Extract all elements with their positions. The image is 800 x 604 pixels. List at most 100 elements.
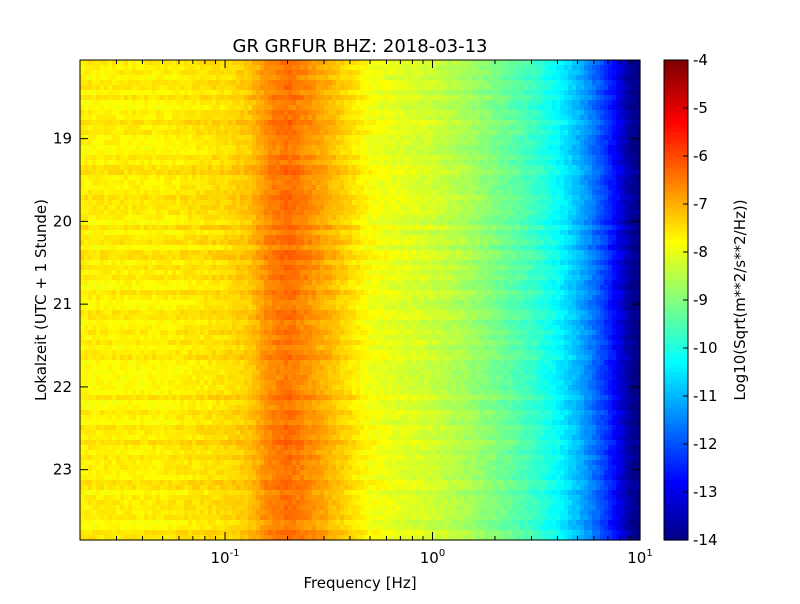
heatmap-cell — [620, 65, 625, 71]
heatmap-cell — [288, 70, 293, 76]
heatmap-cell — [488, 230, 493, 236]
heatmap-cell — [468, 105, 473, 111]
heatmap-cell — [156, 135, 161, 141]
heatmap-cell — [288, 190, 293, 196]
heatmap-cell — [452, 125, 457, 131]
heatmap-cell — [120, 95, 125, 101]
heatmap-cell — [204, 125, 209, 131]
heatmap-cell — [420, 125, 425, 131]
heatmap-cell — [416, 80, 421, 86]
heatmap-cell — [444, 170, 449, 176]
heatmap-cell — [608, 80, 613, 86]
heatmap-cell — [440, 115, 445, 121]
heatmap-cell — [268, 60, 273, 66]
heatmap-cell — [84, 145, 89, 151]
heatmap-cell — [232, 130, 237, 136]
heatmap-cell — [84, 170, 89, 176]
heatmap-cell — [252, 75, 257, 81]
heatmap-cell — [336, 95, 341, 101]
heatmap-cell — [80, 115, 85, 121]
heatmap-cell — [440, 95, 445, 101]
heatmap-cell — [244, 175, 249, 181]
heatmap-cell — [124, 75, 129, 81]
heatmap-cell — [476, 120, 481, 126]
heatmap-cell — [448, 205, 453, 211]
heatmap-cell — [608, 180, 613, 186]
heatmap-cell — [532, 65, 537, 71]
heatmap-cell — [364, 145, 369, 151]
heatmap-cell — [592, 230, 597, 236]
heatmap-cell — [556, 185, 561, 191]
heatmap-cell — [280, 175, 285, 181]
heatmap-cell — [80, 205, 85, 211]
heatmap-cell — [392, 60, 397, 66]
heatmap-cell — [312, 155, 317, 161]
heatmap-cell — [424, 80, 429, 86]
heatmap-cell — [520, 210, 525, 216]
heatmap-cell — [396, 90, 401, 96]
heatmap-cell — [440, 220, 445, 226]
heatmap-cell — [364, 115, 369, 121]
heatmap-cell — [104, 95, 109, 101]
heatmap-cell — [136, 185, 141, 191]
heatmap-cell — [348, 65, 353, 71]
heatmap-cell — [96, 230, 101, 236]
heatmap-cell — [240, 150, 245, 156]
heatmap-cell — [276, 80, 281, 86]
heatmap-cell — [388, 145, 393, 151]
heatmap-cell — [424, 230, 429, 236]
heatmap-cell — [216, 60, 221, 66]
heatmap-cell — [432, 105, 437, 111]
heatmap-cell — [544, 105, 549, 111]
heatmap-cell — [572, 60, 577, 66]
heatmap-cell — [160, 235, 165, 241]
heatmap-cell — [452, 145, 457, 151]
heatmap-cell — [364, 110, 369, 116]
heatmap-cell — [216, 125, 221, 131]
heatmap-cell — [164, 115, 169, 121]
heatmap-cell — [508, 85, 513, 91]
heatmap-cell — [492, 185, 497, 191]
heatmap-cell — [596, 145, 601, 151]
heatmap-cell — [512, 155, 517, 161]
heatmap-cell — [620, 95, 625, 101]
heatmap-cell — [312, 185, 317, 191]
heatmap-cell — [368, 95, 373, 101]
heatmap-cell — [496, 125, 501, 131]
heatmap-cell — [472, 115, 477, 121]
heatmap-cell — [204, 85, 209, 91]
heatmap-cell — [136, 110, 141, 116]
heatmap-cell — [436, 225, 441, 231]
heatmap-cell — [520, 225, 525, 231]
heatmap-cell — [460, 100, 465, 106]
heatmap-cell — [528, 135, 533, 141]
heatmap-cell — [448, 175, 453, 181]
heatmap-cell — [212, 235, 217, 241]
heatmap-cell — [236, 195, 241, 201]
heatmap-cell — [500, 150, 505, 156]
heatmap-cell — [512, 130, 517, 136]
heatmap-cell — [564, 200, 569, 206]
heatmap-cell — [124, 185, 129, 191]
heatmap-cell — [404, 175, 409, 181]
heatmap-cell — [544, 130, 549, 136]
heatmap-cell — [208, 70, 213, 76]
heatmap-cell — [228, 75, 233, 81]
heatmap-cell — [472, 185, 477, 191]
heatmap-cell — [484, 85, 489, 91]
heatmap-cell — [412, 75, 417, 81]
heatmap-cell — [240, 80, 245, 86]
heatmap-cell — [596, 115, 601, 121]
heatmap-cell — [396, 105, 401, 111]
heatmap-cell — [168, 185, 173, 191]
heatmap-cell — [420, 60, 425, 66]
heatmap-cell — [336, 195, 341, 201]
heatmap-cell — [340, 215, 345, 221]
heatmap-cell — [480, 95, 485, 101]
heatmap-cell — [432, 215, 437, 221]
heatmap-cell — [408, 120, 413, 126]
heatmap-cell — [228, 65, 233, 71]
heatmap-cell — [596, 225, 601, 231]
heatmap-cell — [144, 220, 149, 226]
heatmap-cell — [568, 225, 573, 231]
